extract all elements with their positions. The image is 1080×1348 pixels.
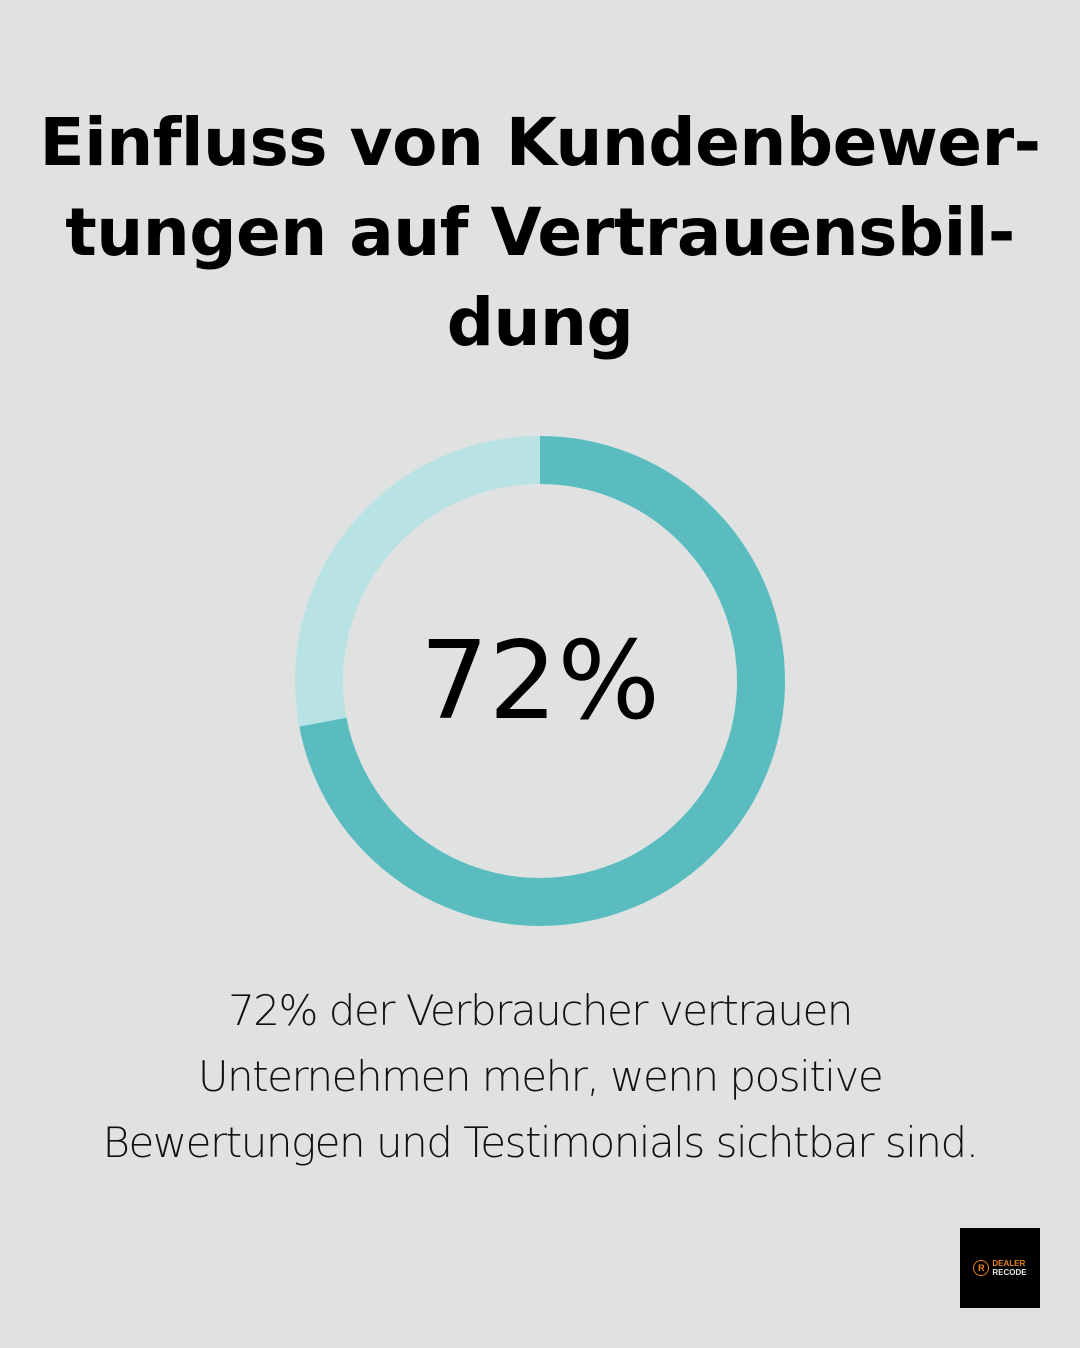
title-line-1: Einfluss von Kundenbewer- xyxy=(39,104,1041,181)
description-line-2: Unternehmen mehr, wenn positive xyxy=(197,1052,884,1101)
logo-line-1: DEALER xyxy=(992,1259,1026,1268)
title-line-3: dung xyxy=(446,284,634,361)
donut-chart xyxy=(295,436,785,926)
description: 72% der Verbraucher vertrauen Unternehme… xyxy=(0,978,1080,1176)
description-line-3: Bewertungen und Testimonials sichtbar si… xyxy=(102,1118,979,1167)
page-title: Einfluss von Kundenbewer- tungen auf Ver… xyxy=(0,98,1080,368)
logo-line-2: RECODE xyxy=(992,1268,1027,1277)
donut-value-segment xyxy=(295,436,785,926)
donut-center-value: 72% xyxy=(419,618,661,744)
dealer-recode-logo: R DEALER RECODE xyxy=(960,1228,1040,1308)
logo-r-icon: R xyxy=(973,1260,990,1276)
description-line-1: 72% der Verbraucher vertrauen xyxy=(228,986,853,1035)
title-line-2: tungen auf Vertrauensbil- xyxy=(65,194,1015,271)
